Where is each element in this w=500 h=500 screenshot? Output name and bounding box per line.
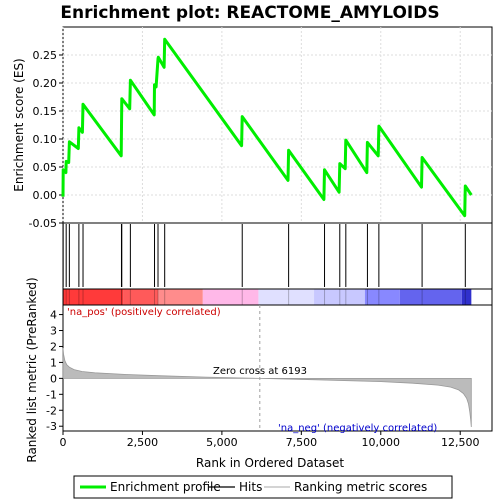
bottom-y-tick-label: -2 (46, 404, 57, 417)
x-tick-label: 2,500 (127, 436, 159, 449)
bottom-y-tick-label: 4 (50, 309, 57, 322)
x-tick-label: 0 (60, 436, 67, 449)
rank-color-segment (202, 289, 259, 305)
bottom-y-tick-label: 1 (50, 356, 57, 369)
rank-color-segment (364, 289, 400, 305)
ranking-metric-area (62, 348, 472, 428)
hits-panel-frame (62, 222, 493, 290)
top-y-tick-label: 0.00 (33, 189, 58, 202)
bottom-y-tick-label: 2 (50, 340, 57, 353)
x-axis-label: Rank in Ordered Dataset (196, 456, 344, 470)
enrichment-profile-line (61, 37, 473, 218)
rank-color-bar (62, 288, 493, 306)
legend-label: Enrichment profile (110, 480, 221, 494)
bottom-y-tick-label: 3 (50, 325, 57, 338)
bottom-panel-frame (62, 304, 493, 432)
rank-color-segment (158, 289, 203, 305)
bottom-y-tick-label: -1 (46, 388, 57, 401)
x-tick-label: 12,500 (441, 436, 480, 449)
enrichment-score-panel: -0.05 0.00 0.05 0.10 0.15 0.20 0.25 Enrichment… (12, 26, 493, 230)
top-y-tick-label: 0.20 (33, 77, 58, 90)
ranked-metric-panel: -3 -2 -1 0 1 2 3 4 0 2,500 5,000 7,500 10,000 12,500… (25, 277, 493, 470)
hits-panel (62, 222, 493, 306)
rank-color-segment (399, 289, 462, 305)
zero-cross-label: Zero cross at 6193 (213, 366, 307, 377)
top-y-tick-label: 0.10 (33, 133, 58, 146)
bottom-y-axis-label: Ranked list metric (PreRanked) (25, 277, 39, 462)
hit-lines (62, 224, 466, 287)
bottom-y-tick-label: 0 (50, 372, 57, 385)
rank-color-segment (123, 289, 159, 305)
legend-frame (73, 475, 453, 499)
ranking-metric-fill (62, 348, 472, 428)
top-panel-frame (62, 26, 493, 224)
bottom-y-tick-label: -3 (46, 420, 57, 433)
x-tick-label: 5,000 (206, 436, 238, 449)
enrichment-profile-series (61, 37, 473, 218)
rank-color-segment (258, 289, 315, 305)
x-tick-label: 10,000 (362, 436, 401, 449)
legend-label: Ranking metric scores (294, 480, 427, 494)
chart-title: Enrichment plot: REACTOME_AMYLOIDS (60, 3, 439, 23)
legend: Enrichment profile Hits Ranking metric sco… (73, 475, 453, 499)
top-y-ticks: -0.05 0.00 0.05 0.10 0.15 0.20 0.25 (29, 49, 63, 230)
bottom-x-ticks: 0 2,500 5,000 7,500 10,000 12,500 (60, 431, 480, 449)
x-tick-label: 7,500 (286, 436, 318, 449)
rank-color-segment (461, 289, 472, 305)
positive-correlation-label: 'na_pos' (positively correlated) (67, 307, 221, 318)
bottom-y-ticks: -3 -2 -1 0 1 2 3 4 (46, 309, 63, 433)
rank-color-segment (314, 289, 365, 305)
legend-label: Hits (239, 480, 262, 494)
top-y-tick-label: 0.25 (33, 49, 58, 62)
negative-correlation-label: 'na_neg' (negatively correlated) (278, 423, 437, 434)
top-y-tick-label: 0.05 (33, 161, 58, 174)
top-y-axis-label: Enrichment score (ES) (12, 58, 26, 191)
rank-color-segment (63, 289, 124, 305)
top-y-tick-label: -0.05 (29, 217, 57, 230)
top-y-tick-label: 0.15 (33, 105, 58, 118)
